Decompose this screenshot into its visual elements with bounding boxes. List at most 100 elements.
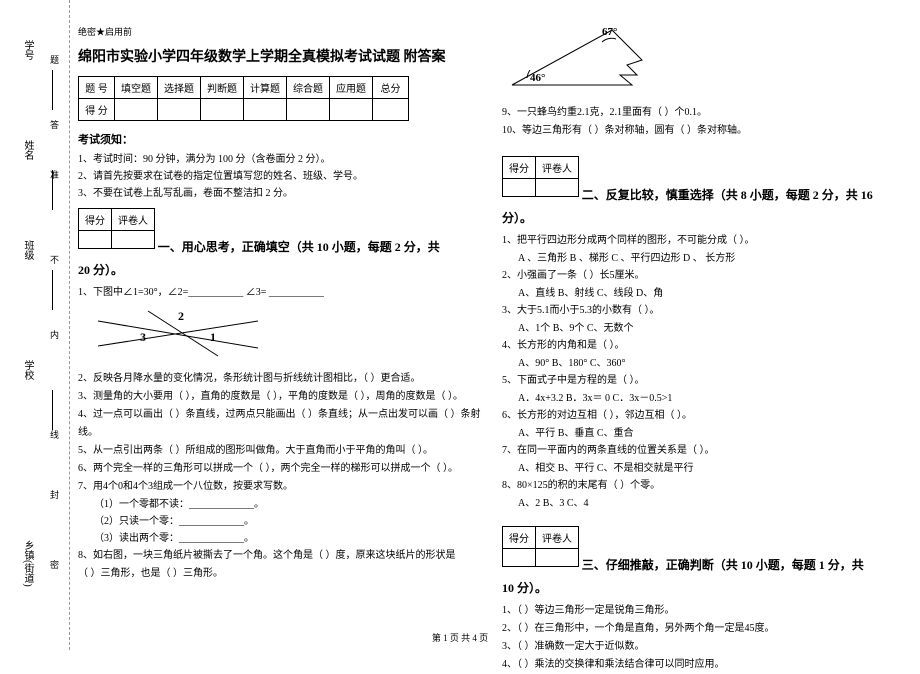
cell bbox=[244, 99, 287, 121]
options: A、平行 B、垂直 C、重合 bbox=[518, 425, 908, 442]
question: 7、在同一平面内的两条直线的位置关系是（ ）。 bbox=[502, 442, 908, 460]
table-row: 题 号 填空题 选择题 判断题 计算题 综合题 应用题 总分 bbox=[79, 77, 409, 99]
cell bbox=[112, 231, 155, 249]
question: 8、如右图，一块三角纸片被撕去了一个角。这个角是（ ）度，原来这块纸片的形状是 bbox=[78, 547, 484, 565]
cell: 评卷人 bbox=[112, 209, 155, 231]
seal-char: 封 bbox=[48, 490, 61, 499]
notice-head: 考试须知： bbox=[78, 131, 484, 147]
question: 10、等边三角形有（ ）条对称轴，圆有（ ）条对称轴。 bbox=[502, 122, 908, 140]
column-right: 46° 67° 9、一只蜂鸟约重2.1克，2.1里面有（ ）个0.1。 10、等… bbox=[502, 25, 908, 625]
cell: 填空题 bbox=[115, 77, 158, 99]
seal-char: 答 bbox=[48, 120, 61, 129]
question: 3、测量角的大小要用（ ），直角的度数是（ ），平角的度数是（ ），周角的度数是… bbox=[78, 388, 484, 406]
fig-label: 1 bbox=[210, 330, 216, 344]
bind-label: 乡镇(街道) bbox=[20, 540, 35, 587]
question: （ ）三角形，也是（ ）三角形。 bbox=[78, 565, 484, 583]
content-columns: 绝密★启用前 绵阳市实验小学四年级数学上学期全真模拟考试试题 附答案 题 号 填… bbox=[78, 25, 908, 625]
cell: 综合题 bbox=[287, 77, 330, 99]
cell: 得分 bbox=[79, 209, 112, 231]
seal-char: 题 bbox=[48, 55, 61, 64]
fig-label: 2 bbox=[178, 309, 184, 323]
cell bbox=[536, 179, 579, 197]
options: A、1个 B、9个 C、无数个 bbox=[518, 320, 908, 337]
question: 8、80×125的积的末尾有（ ）个零。 bbox=[502, 477, 908, 495]
notice-item: 2、请首先按要求在试卷的指定位置填写您的姓名、班级、学号。 bbox=[78, 168, 484, 185]
bind-label: 班级 bbox=[20, 240, 35, 260]
column-left: 绝密★启用前 绵阳市实验小学四年级数学上学期全真模拟考试试题 附答案 题 号 填… bbox=[78, 25, 484, 625]
cell: 评卷人 bbox=[536, 527, 579, 549]
cell: 得分 bbox=[503, 157, 536, 179]
cell: 判断题 bbox=[201, 77, 244, 99]
question: 4、长方形的内角和是（ ）。 bbox=[502, 337, 908, 355]
sub-question: （2）只读一个零：_____________。 bbox=[94, 513, 484, 530]
seal-char: 线 bbox=[48, 430, 61, 439]
angle-figure: 2 3 1 bbox=[88, 306, 268, 361]
section-head-cont: 20 分）。 bbox=[78, 261, 484, 278]
section-head: 三、仔细推敲，正确判断（共 10 小题，每题 1 分，共 bbox=[582, 558, 864, 572]
cell bbox=[373, 99, 409, 121]
cell: 计算题 bbox=[244, 77, 287, 99]
triangle-figure: 46° 67° bbox=[502, 25, 662, 95]
binding-margin: 学号 姓名 班级 学校 乡镇(街道) 题 答 准 不 内 线 封 密 bbox=[0, 0, 70, 650]
seal-char: 密 bbox=[48, 560, 61, 569]
notice-item: 3、不要在试卷上乱写乱画，卷面不整洁扣 2 分。 bbox=[78, 185, 484, 202]
cell bbox=[330, 99, 373, 121]
exam-title: 绵阳市实验小学四年级数学上学期全真模拟考试试题 附答案 bbox=[78, 46, 484, 66]
question: 2、反映各月降水量的变化情况，条形统计图与折线统计图相比，（ ）更合适。 bbox=[78, 370, 484, 388]
bind-label: 学校 bbox=[20, 360, 35, 380]
angle-label: 46° bbox=[530, 72, 545, 84]
options: A、90° B、180° C、360° bbox=[518, 355, 908, 372]
section-head: 一、用心思考，正确填空（共 10 小题，每题 2 分，共 bbox=[158, 240, 440, 254]
options: A、2 B、3 C、4 bbox=[518, 495, 908, 512]
angle-label: 67° bbox=[602, 26, 617, 38]
fig-label: 3 bbox=[140, 330, 146, 344]
cell: 总分 bbox=[373, 77, 409, 99]
section-head: 二、反复比较，慎重选择（共 8 小题，每题 2 分，共 16 bbox=[582, 188, 873, 202]
question: 1、（ ）等边三角形一定是锐角三角形。 bbox=[502, 602, 908, 620]
options: A、直线 B、射线 C、线段 D、角 bbox=[518, 285, 908, 302]
options: A 、三角形 B 、梯形 C 、平行四边形 D 、 长方形 bbox=[518, 250, 908, 267]
cell bbox=[158, 99, 201, 121]
secret-mark: 绝密★启用前 bbox=[78, 25, 484, 38]
question: 4、过一点可以画出（ ）条直线，过两点只能画出（ ）条直线；从一点出发可以画（ … bbox=[78, 406, 484, 442]
options: A．4x+3.2 B．3x＝ 0 C．3x－0.5>1 bbox=[518, 390, 908, 407]
score-table: 题 号 填空题 选择题 判断题 计算题 综合题 应用题 总分 得 分 bbox=[78, 76, 409, 121]
seal-char: 不 bbox=[48, 255, 61, 264]
marker-box: 得分评卷人 bbox=[78, 208, 155, 249]
question: 3、大于5.1而小于5.3的小数有（ ）。 bbox=[502, 302, 908, 320]
question: 2、小强画了一条（ ）长5厘米。 bbox=[502, 267, 908, 285]
cell: 题 号 bbox=[79, 77, 115, 99]
cell: 应用题 bbox=[330, 77, 373, 99]
question: 6、两个完全一样的三角形可以拼成一个（ ），两个完全一样的梯形可以拼成一个（ ）… bbox=[78, 460, 484, 478]
marker-box: 得分评卷人 bbox=[502, 156, 579, 197]
question: 6、长方形的对边互相（ ），邻边互相（ ）。 bbox=[502, 407, 908, 425]
cell bbox=[503, 179, 536, 197]
table-row: 得 分 bbox=[79, 99, 409, 121]
cell bbox=[115, 99, 158, 121]
marker-box: 得分评卷人 bbox=[502, 526, 579, 567]
question: 9、一只蜂鸟约重2.1克，2.1里面有（ ）个0.1。 bbox=[502, 104, 908, 122]
cell: 得 分 bbox=[79, 99, 115, 121]
cell bbox=[201, 99, 244, 121]
seal-char: 内 bbox=[48, 330, 61, 339]
question: 1、把平行四边形分成两个同样的图形，不可能分成（ ）。 bbox=[502, 232, 908, 250]
question: 5、下面式子中是方程的是（ ）。 bbox=[502, 372, 908, 390]
sub-question: （3）读出两个零：_____________。 bbox=[94, 530, 484, 547]
cell: 评卷人 bbox=[536, 157, 579, 179]
bind-line bbox=[52, 70, 53, 110]
cell bbox=[79, 231, 112, 249]
cell bbox=[287, 99, 330, 121]
bind-line bbox=[52, 270, 53, 310]
question: 5、从一点引出两条（ ）所组成的图形叫做角。大于直角而小于平角的角叫（ ）。 bbox=[78, 442, 484, 460]
notice-list: 1、考试时间：90 分钟，满分为 100 分（含卷面分 2 分）。 2、请首先按… bbox=[78, 151, 484, 202]
bind-line bbox=[52, 390, 53, 430]
cell: 得分 bbox=[503, 527, 536, 549]
cell bbox=[536, 549, 579, 567]
cell: 选择题 bbox=[158, 77, 201, 99]
question: 7、用4个0和4个3组成一个八位数，按要求写数。 bbox=[78, 478, 484, 496]
question: 4、（ ）乘法的交换律和乘法结合律可以同时应用。 bbox=[502, 656, 908, 674]
section-head-cont: 分）。 bbox=[502, 209, 908, 226]
section-head-cont: 10 分）。 bbox=[502, 579, 908, 596]
notice-item: 1、考试时间：90 分钟，满分为 100 分（含卷面分 2 分）。 bbox=[78, 151, 484, 168]
cell bbox=[503, 549, 536, 567]
